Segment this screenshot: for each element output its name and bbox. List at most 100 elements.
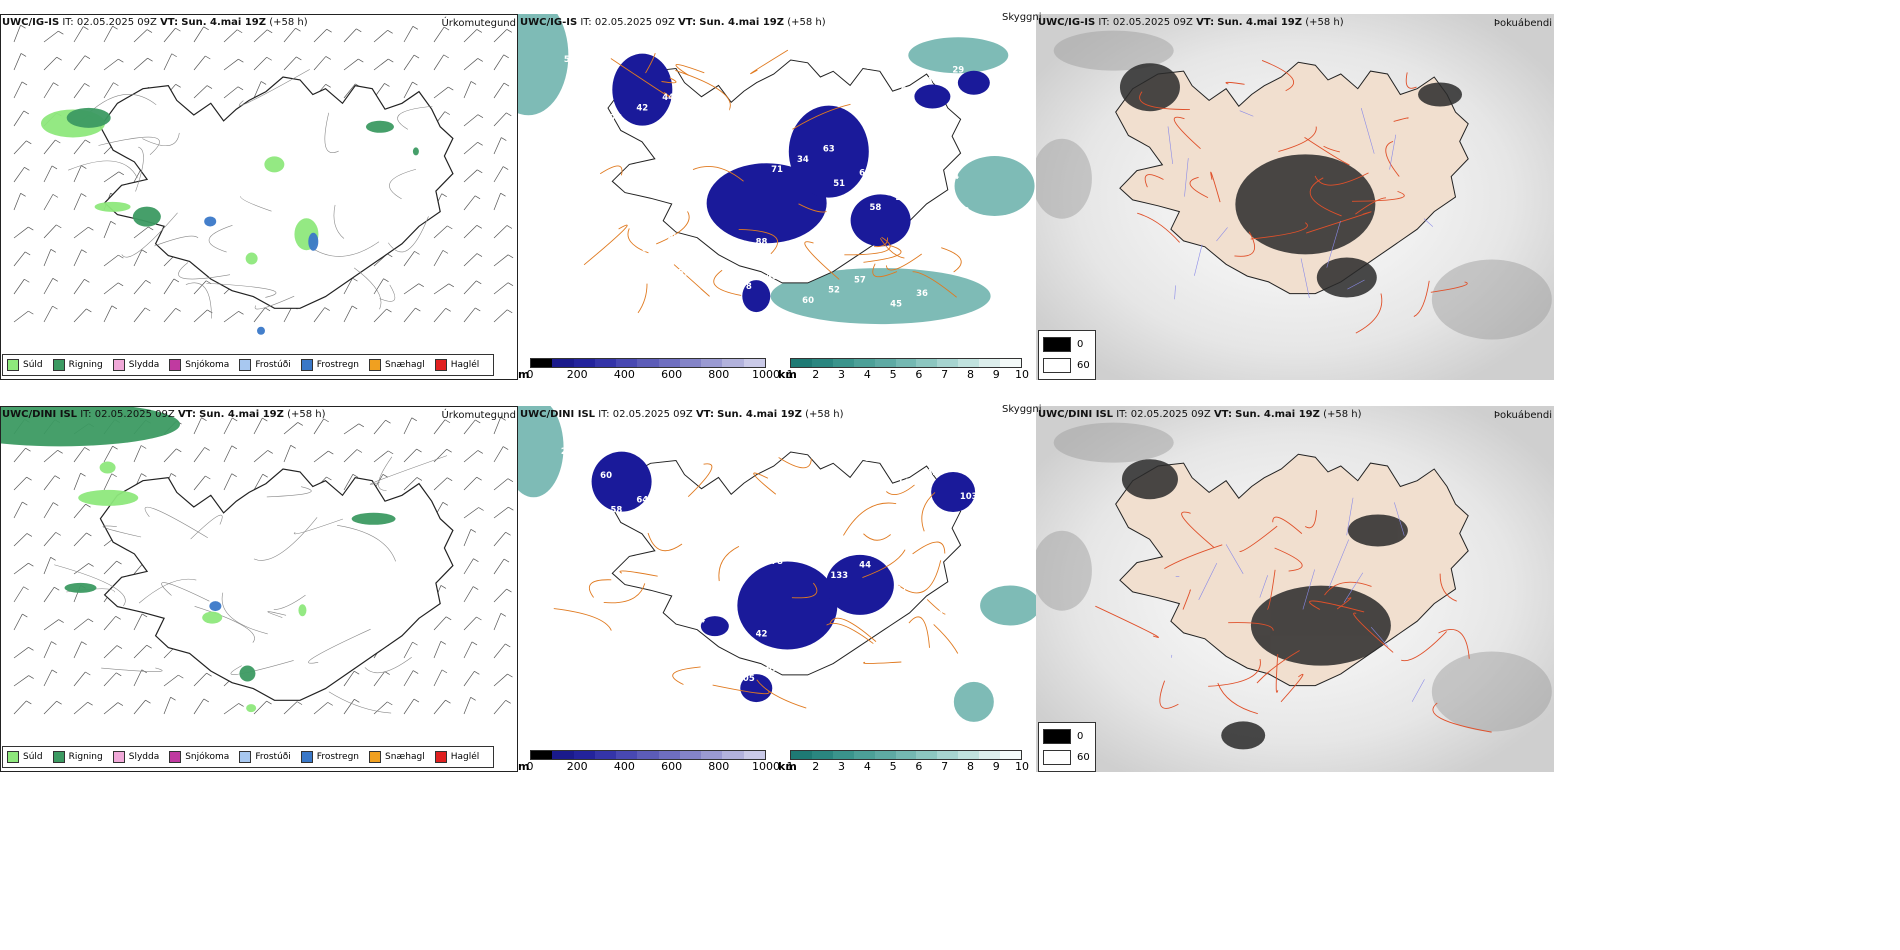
lead-time: (+58 h) [1323, 409, 1362, 420]
cloud-height-label: 61 [699, 509, 711, 519]
colorbar-tick: 400 [613, 760, 635, 772]
cloud-height-label: 42 [756, 630, 768, 640]
cloud-height-label: 45 [890, 299, 902, 309]
colorbar-tick: 200 [566, 760, 588, 772]
colorbar-tick: 400 [613, 368, 635, 380]
valid-label: VT: [695, 409, 714, 420]
cloud-height-label: 88 [730, 640, 742, 650]
cloud-height-label: 87 [667, 234, 679, 244]
legend-swatch [239, 359, 252, 371]
colorbar-tick: 8 [966, 760, 974, 772]
valid-time: Sun. 4.mai 19Z [1235, 409, 1320, 420]
colorbar-tick: 0 [526, 368, 534, 380]
cloud-height-label: 43 [823, 537, 835, 547]
cloud-height-label: 60 [642, 244, 654, 254]
cloud-height-label: 57 [854, 275, 866, 285]
cloud-height-label: 22 [709, 544, 721, 554]
colorbar-tick: 7 [941, 368, 949, 380]
cloud-height-labels: 50 88 74 48 36 69 43 44 57 56 63 70 54 35 60 29 84 41 32 45… [564, 55, 975, 309]
legend-label: Slydda [128, 360, 160, 370]
cloud-height-label: 77 [828, 678, 840, 688]
cloud-height-label: 60 [761, 131, 773, 141]
cloud-height-label: 59 [579, 623, 591, 633]
colorbar-tick: 6 [915, 368, 923, 380]
cloud-height-label: 42 [864, 62, 876, 72]
cloud-height-label: 62 [761, 523, 773, 533]
precip-areas [40, 107, 419, 335]
cloud-height-label: 44 [693, 616, 705, 626]
panel-header: UWC/DINI ISL IT: 02.05.2025 09Z VT: Sun.… [1038, 409, 1362, 420]
fog-legend: 0 60 [1038, 722, 1096, 772]
cloud-height-label: 69 [693, 224, 705, 234]
legend-swatch [52, 751, 65, 763]
roads [68, 69, 433, 319]
cloud-height-label: 37 [895, 585, 907, 595]
cloud-height-label: 43 [885, 158, 897, 168]
cloud-height-label: 29 [952, 66, 964, 76]
cloud-height-label: 44 [704, 650, 716, 660]
precip-legend-item: Snjókoma [169, 359, 229, 371]
visibility-colorbar: 1 2 3 4 5 6 7 8 9 10 [787, 750, 1029, 772]
valid-time: Sun. 4.mai 19Z [717, 409, 802, 420]
legend-swatch [7, 359, 19, 371]
legend-swatch [52, 359, 65, 371]
panel-header: UWC/IG-IS IT: 02.05.2025 09Z VT: Sun. 4.… [1038, 17, 1344, 28]
cloud-height-label: 14 [932, 609, 944, 619]
fog-title: Þokuábendi [1493, 18, 1552, 29]
precip-legend-item: Súld [7, 359, 43, 371]
cloud-height-label: 36 [569, 588, 581, 598]
cloud-height-label: 42 [926, 468, 938, 478]
cloud-height-label: 65 [921, 574, 933, 584]
model-name: UWC/DINI ISL [520, 409, 596, 420]
low-visibility-areas [518, 406, 1036, 722]
cloud-height-label: 45 [735, 533, 747, 543]
legend-label: Snjókoma [185, 752, 230, 762]
lead-time: (+58 h) [269, 17, 308, 28]
legend-swatch [434, 359, 447, 371]
cloud-height-label: 78 [771, 557, 783, 567]
colorbar [790, 358, 1022, 368]
valid-label: VT: [678, 17, 697, 28]
cloud-height-label: 45 [667, 626, 679, 636]
fog-index-areas [1121, 459, 1408, 750]
panel-header: UWC/IG-IS IT: 02.05.2025 09Z VT: Sun. 4.… [520, 17, 826, 28]
cloud-height-label: 58 [610, 506, 622, 516]
panel-header: UWC/IG-IS IT: 02.05.2025 09Z VT: Sun. 4.… [2, 17, 308, 28]
cloud-height-label: 42 [963, 100, 975, 110]
lead-time: (+58 h) [805, 409, 844, 420]
cloud-height-label: 58 [869, 203, 881, 213]
precip-title: Úrkomutegund [441, 18, 516, 29]
colorbar-unit: m [518, 760, 530, 772]
cloud-height-label: 44 [859, 561, 871, 571]
colorbar-tick: 600 [661, 760, 683, 772]
precip-legend-item: Snjókoma [169, 751, 229, 763]
panel-header: UWC/DINI ISL IT: 02.05.2025 09Z VT: Sun.… [2, 409, 326, 420]
legend-label: Rigning [68, 360, 103, 370]
colorbar-tick: 2 [812, 760, 820, 772]
legend-swatch [369, 751, 382, 763]
fog-legend-item: 60 [1043, 750, 1091, 765]
roads [1137, 60, 1468, 334]
precip-title: Úrkomutegund [441, 410, 516, 421]
cloud-title: Skyggni [1002, 404, 1042, 415]
cloud-height-label: 60 [802, 296, 814, 306]
cloud-height-label: 44 [662, 93, 674, 103]
init-label: IT: [598, 409, 610, 420]
cloud-height-label: 73 [605, 612, 617, 622]
legend-label: Haglél [450, 360, 480, 370]
precip-type-panel: UWC/DINI ISL IT: 02.05.2025 09Z VT: Sun.… [0, 406, 518, 772]
colorbar-ticks: 0 200 400 600 800 1000 [526, 368, 781, 380]
colorbar-tick: 4 [863, 760, 871, 772]
init-label: IT: [1098, 17, 1110, 28]
cloud-height-label: 41 [735, 141, 747, 151]
iceland-outline [99, 468, 454, 701]
cloud-height-labels: 224 42 35 37 33 44 47 62 55 80 43 60 39 36 62 57 88 65 61 5… [561, 447, 978, 701]
cloud-height-colorbar: 0 200 400 600 800 1000 [526, 358, 781, 380]
colorbar [530, 750, 766, 760]
valid-time: Sun. 4.mai 19Z [1217, 17, 1302, 28]
fog-legend-item: 0 [1043, 729, 1091, 744]
cloud-height-label: 50 [574, 90, 586, 100]
visibility-colorbar: 1 2 3 4 5 6 7 8 9 10 [787, 358, 1029, 380]
legend-swatch [300, 359, 313, 371]
cloud-map: 50 88 74 48 36 69 43 44 57 56 63 70 54 35 60 29 84 41 32 45… [518, 14, 1035, 325]
